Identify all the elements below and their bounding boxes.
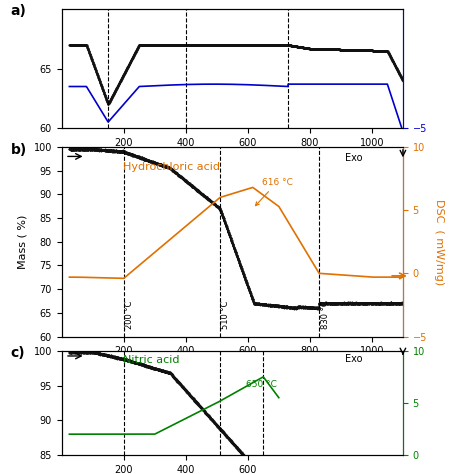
Y-axis label: Mass ( %): Mass ( %) — [18, 215, 28, 269]
Text: 650 °C: 650 °C — [246, 380, 277, 389]
Text: Hydrochloric acid: Hydrochloric acid — [123, 162, 220, 172]
X-axis label: Temperature  ( °C): Temperature ( °C) — [181, 362, 284, 372]
Y-axis label: DSC  ( mW/mg): DSC ( mW/mg) — [434, 199, 444, 285]
Text: b): b) — [10, 143, 27, 157]
Text: Exo: Exo — [345, 354, 363, 364]
Text: Nitric acid: Nitric acid — [123, 356, 180, 365]
Text: 830 °C: 830 °C — [321, 301, 330, 329]
Text: 616 °C: 616 °C — [255, 178, 292, 206]
Text: 510 °C: 510 °C — [221, 301, 230, 329]
Text: Exo: Exo — [345, 153, 363, 163]
Text: c): c) — [10, 346, 25, 360]
Text: a): a) — [10, 4, 26, 18]
Text: 200 °C: 200 °C — [125, 301, 134, 329]
